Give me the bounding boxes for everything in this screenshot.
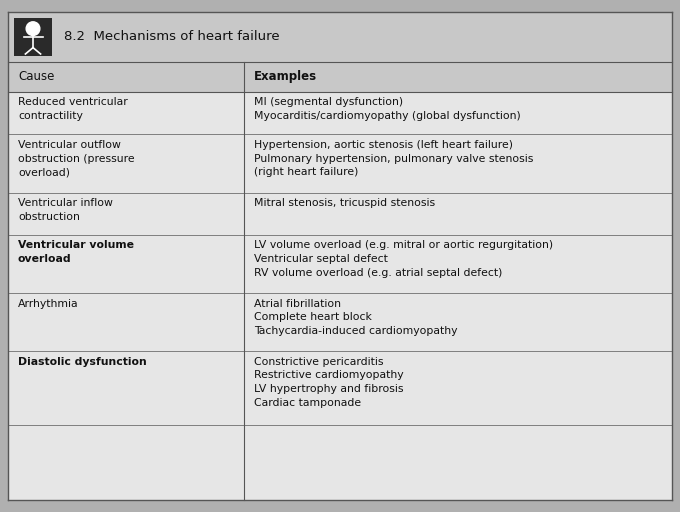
Bar — [14, 18, 52, 56]
Text: MI (segmental dysfunction)
Myocarditis/cardiomyopathy (global dysfunction): MI (segmental dysfunction) Myocarditis/c… — [254, 97, 520, 121]
Text: Ventricular volume
overload: Ventricular volume overload — [18, 241, 134, 264]
Text: Mitral stenosis, tricuspid stenosis: Mitral stenosis, tricuspid stenosis — [254, 198, 435, 208]
Text: Diastolic dysfunction: Diastolic dysfunction — [18, 357, 147, 367]
Bar — [8, 62, 672, 92]
Text: Examples: Examples — [254, 71, 317, 83]
Text: Ventricular outflow
obstruction (pressure
overload): Ventricular outflow obstruction (pressur… — [18, 140, 135, 177]
Text: LV volume overload (e.g. mitral or aortic regurgitation)
Ventricular septal defe: LV volume overload (e.g. mitral or aorti… — [254, 241, 553, 278]
Text: Ventricular inflow
obstruction: Ventricular inflow obstruction — [18, 198, 113, 222]
Bar — [8, 12, 672, 62]
Text: Hypertension, aortic stenosis (left heart failure)
Pulmonary hypertension, pulmo: Hypertension, aortic stenosis (left hear… — [254, 140, 533, 177]
Bar — [8, 92, 672, 500]
Text: Constrictive pericarditis
Restrictive cardiomyopathy
LV hypertrophy and fibrosis: Constrictive pericarditis Restrictive ca… — [254, 357, 403, 408]
Text: 8.2  Mechanisms of heart failure: 8.2 Mechanisms of heart failure — [64, 31, 279, 44]
Text: Cause: Cause — [18, 71, 54, 83]
Text: Atrial fibrillation
Complete heart block
Tachycardia-induced cardiomyopathy: Atrial fibrillation Complete heart block… — [254, 298, 457, 336]
Circle shape — [26, 22, 40, 35]
Text: Reduced ventricular
contractility: Reduced ventricular contractility — [18, 97, 128, 121]
Text: Arrhythmia: Arrhythmia — [18, 298, 79, 309]
